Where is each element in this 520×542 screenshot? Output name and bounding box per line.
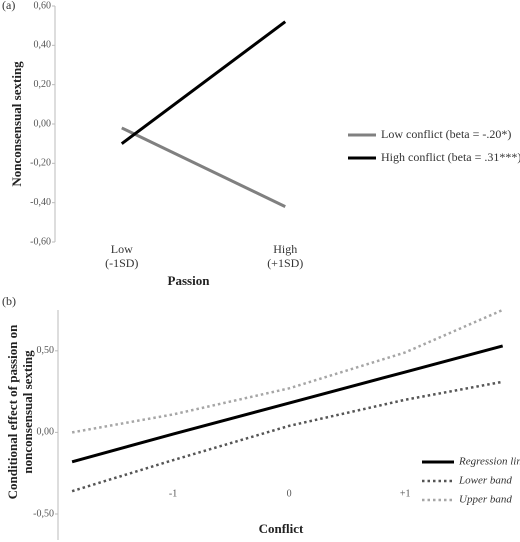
legend-label: Low conflict (beta = -.20*) [381,127,511,141]
y-tick-label: 0,40 [34,40,52,51]
y-tick-label: -0,60 [30,236,51,247]
y-tick-label: 0,00 [34,118,52,129]
y-tick-label: 0,00 [37,427,55,438]
series-line [71,308,504,434]
series-line [71,380,503,493]
x-axis-label: Passion [168,273,211,288]
x-tick-label: 0 [287,488,292,499]
y-tick-label: 0,20 [34,79,52,90]
panel-label: (a) [2,0,15,12]
y-axis-label: Conditional effect of passion on [5,324,20,500]
series-line [121,126,286,208]
x-tick-label: (-1SD) [105,256,138,270]
y-tick-label: 0,50 [37,345,55,356]
x-tick-label: -1 [169,488,177,499]
y-tick-label: -0,50 [33,508,54,519]
series-line [71,344,504,464]
x-tick-label: (+1SD) [267,256,303,270]
y-axis-label: Nonconsensual sexting [9,61,24,187]
legend-label: High conflict (beta = .31***) [381,150,520,164]
x-axis-label: Conflict [259,521,304,536]
x-tick-label: Low [111,242,133,256]
y-tick-label: -0,20 [30,158,51,169]
legend-label: Lower band [458,475,512,487]
legend-label: Regression line [458,456,520,468]
legend-label: Upper band [459,494,512,506]
y-axis-label: nonconsensual sexting [20,350,35,474]
series-line [120,20,287,145]
panel-label: (b) [2,294,16,308]
y-tick-label: -0,40 [30,197,51,208]
x-tick-label: +1 [400,488,411,499]
x-tick-label: High [273,242,297,256]
y-tick-label: 0,60 [34,0,52,11]
